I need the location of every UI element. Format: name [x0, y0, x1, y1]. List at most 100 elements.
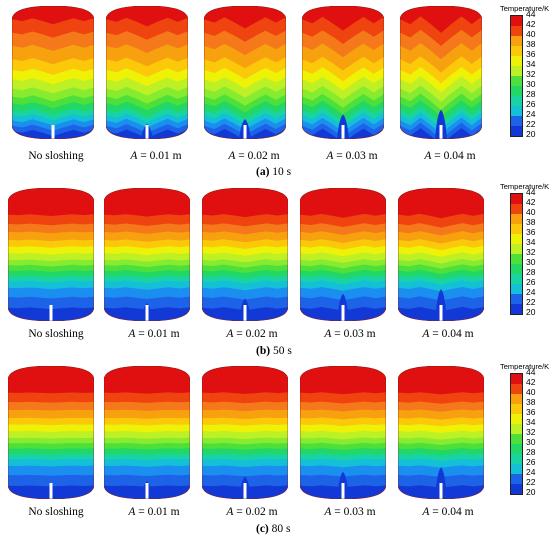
legend-swatch [511, 96, 522, 106]
legend-colorbar [510, 373, 523, 495]
legend-swatch [511, 116, 522, 126]
tank-outline [300, 366, 386, 499]
legend-swatch [511, 444, 522, 454]
legend-tick-label: 38 [526, 217, 536, 227]
contour-band [300, 188, 386, 218]
contour-band [302, 6, 384, 31]
panel-caption-a: (a) 10 s [256, 166, 292, 178]
legend-swatch [511, 294, 522, 304]
legend-tick-label: 24 [526, 467, 536, 477]
case-label-a001: A = 0.01 m [128, 506, 180, 518]
tank-c-4 [398, 366, 484, 499]
legend-tick-label: 20 [526, 129, 536, 139]
tank-a-2 [204, 6, 286, 139]
legend-tick-label: 20 [526, 487, 536, 497]
tank-c-2 [202, 366, 288, 499]
legend-swatch [511, 244, 522, 254]
tank-outline [104, 188, 190, 321]
temperature-contour-tank [202, 188, 288, 321]
panel-c: No sloshing A = 0.01 m A = 0.02 m A = 0.… [0, 360, 550, 539]
tank-outline [400, 6, 482, 139]
legend-tick-label: 40 [526, 387, 536, 397]
inlet-pipe [145, 305, 149, 321]
panel-caption-b: (b) 50 s [256, 345, 292, 357]
legend-swatch [511, 66, 522, 76]
legend-swatch [511, 254, 522, 264]
legend-swatch [511, 214, 522, 224]
contour-band [398, 188, 484, 219]
tank-outline [202, 188, 288, 321]
legend-tick-label: 44 [526, 367, 536, 377]
legend-swatch [511, 374, 522, 384]
legend-tick-label: 40 [526, 207, 536, 217]
tank-c-0 [8, 366, 94, 499]
legend-tick-label: 28 [526, 89, 536, 99]
legend-swatch [511, 304, 522, 314]
tank-outline [204, 6, 286, 139]
panel-a: No sloshing A = 0.01 m A = 0.02 m A = 0.… [0, 0, 550, 180]
inlet-pipe [439, 305, 443, 321]
legend-swatch [511, 274, 522, 284]
case-label-a004: A = 0.04 m [422, 328, 474, 340]
case-label-none: No sloshing [28, 328, 84, 340]
inlet-pipe [145, 125, 149, 139]
case-label-none: No sloshing [28, 506, 84, 518]
tank-outline [202, 366, 288, 499]
tank-outline [398, 366, 484, 499]
legend-tick-label: 30 [526, 437, 536, 447]
legend-tick-label: 38 [526, 39, 536, 49]
temperature-contour-tank [104, 188, 190, 321]
legend-swatch [511, 46, 522, 56]
temperature-contour-tank [106, 6, 188, 139]
temperature-contour-tank [400, 6, 482, 139]
legend-swatch [511, 464, 522, 474]
panel-caption-c: (c) 80 s [256, 523, 291, 535]
temperature-contour-tank [398, 188, 484, 321]
legend-swatch [511, 454, 522, 464]
legend-swatch [511, 204, 522, 214]
contour-band [202, 366, 288, 394]
inlet-pipe [49, 305, 53, 321]
legend-tick-label: 36 [526, 227, 536, 237]
legend-tick-label: 36 [526, 407, 536, 417]
tank-a-1 [106, 6, 188, 139]
legend-tick-label: 26 [526, 277, 536, 287]
legend-tick-label: 36 [526, 49, 536, 59]
case-label-a002: A = 0.02 m [226, 328, 278, 340]
legend-tick-label: 44 [526, 9, 536, 19]
legend-swatch [511, 126, 522, 136]
contour-band [8, 366, 94, 394]
case-label-a001: A = 0.01 m [130, 150, 182, 162]
case-label-a003: A = 0.03 m [326, 150, 378, 162]
legend-tick-label: 24 [526, 287, 536, 297]
legend-swatch [511, 76, 522, 86]
contour-band [8, 188, 94, 216]
tank-a-4 [400, 6, 482, 139]
legend-swatch [511, 434, 522, 444]
legend-title: Temperature/K [500, 362, 550, 371]
legend-swatch [511, 484, 522, 494]
temperature-contour-tank [300, 366, 386, 499]
legend-tick-label: 26 [526, 99, 536, 109]
case-label-a002: A = 0.02 m [228, 150, 280, 162]
legend-tick-label: 42 [526, 19, 536, 29]
tank-b-0 [8, 188, 94, 321]
tank-outline [8, 366, 94, 499]
case-label-a002: A = 0.02 m [226, 506, 278, 518]
case-label-a003: A = 0.03 m [324, 328, 376, 340]
contour-band [400, 6, 482, 33]
legend-tick-label: 32 [526, 247, 536, 257]
legend-tick-label: 22 [526, 297, 536, 307]
inlet-pipe [341, 305, 345, 321]
legend-swatch [511, 474, 522, 484]
tank-outline [398, 188, 484, 321]
legend-tick-label: 32 [526, 427, 536, 437]
legend-tick-label: 26 [526, 457, 536, 467]
contour-band [12, 6, 94, 25]
contour-band [202, 188, 288, 218]
case-label-a003: A = 0.03 m [324, 506, 376, 518]
legend-swatch [511, 404, 522, 414]
legend-swatch [511, 424, 522, 434]
temperature-contour-tank [398, 366, 484, 499]
tank-b-2 [202, 188, 288, 321]
